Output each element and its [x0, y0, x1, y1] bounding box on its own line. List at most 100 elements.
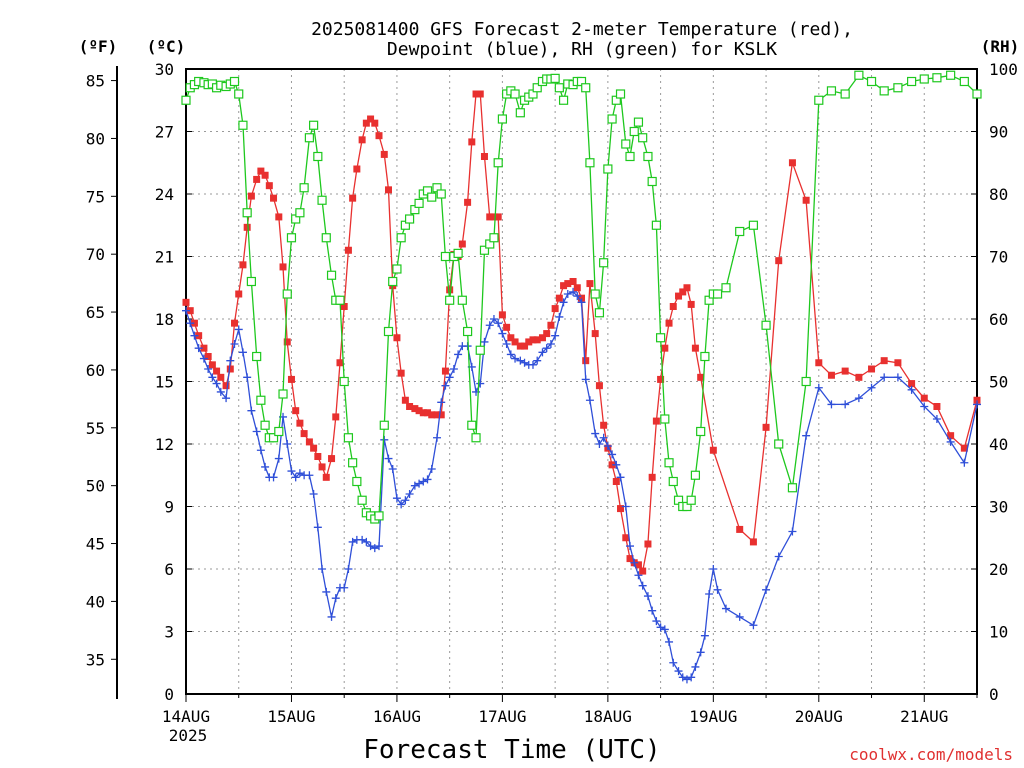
dewpoint-point [788, 527, 797, 536]
rh-point [893, 83, 903, 93]
rh-point [383, 326, 394, 337]
rh-point [550, 73, 560, 83]
dewpoint-point [616, 473, 625, 482]
dewpoint-point [437, 398, 446, 407]
rh-point [712, 289, 723, 299]
rh-point [854, 70, 864, 80]
temperature-point [894, 359, 902, 367]
rh-point [445, 295, 455, 305]
temperature-point [788, 159, 796, 167]
rh-point [959, 76, 969, 87]
temperature-point [960, 444, 968, 452]
series-dewpoint [182, 287, 981, 684]
series-line-temperature [185, 93, 978, 573]
rh-point [404, 214, 415, 224]
temperature-point [762, 423, 770, 431]
temperature-point [657, 375, 665, 383]
rh-tick-label: 90 [989, 123, 1008, 142]
dewpoint-point [569, 287, 578, 296]
dewpoint-point [880, 373, 889, 382]
dewpoint-point [380, 435, 389, 444]
dewpoint-point [630, 558, 639, 567]
temperature-point [300, 430, 308, 438]
temperature-point [468, 138, 476, 146]
temperature-point [424, 409, 432, 417]
dewpoint-point [441, 381, 450, 390]
temperature-point [406, 403, 414, 410]
rh-point [304, 133, 314, 143]
rh-point [252, 351, 262, 362]
temperature-point [617, 505, 625, 513]
rh-point [268, 433, 279, 443]
rh-point [643, 151, 653, 162]
temperature-point [287, 375, 295, 383]
rh-point [826, 86, 837, 96]
dewpoint-point [721, 604, 730, 613]
dewpoint-point [542, 344, 551, 353]
dewpoint-point [643, 592, 652, 601]
dewpoint-point [585, 396, 594, 405]
rh-point [396, 233, 406, 243]
temperature-point [182, 298, 190, 306]
rh-tick-label: 0 [989, 685, 999, 704]
dewpoint-point [709, 565, 718, 573]
celsius-tick-label: 3 [164, 623, 174, 642]
temperature-point [441, 367, 449, 375]
temperature-point [661, 344, 669, 352]
dewpoint-point [291, 473, 300, 482]
temperature-point [275, 213, 283, 221]
rh-point [457, 295, 467, 305]
temperature-point [393, 334, 401, 342]
rh-point [278, 389, 288, 399]
x-axis-label: Forecast Time (UTC) [363, 735, 660, 765]
temperature-point [200, 344, 208, 352]
temperature-point [868, 365, 876, 373]
temperature-point [749, 538, 757, 546]
temperature-point [652, 417, 660, 425]
celsius-tick-label: 27 [155, 123, 174, 142]
fahrenheit-unit-label: (ºF) [79, 37, 118, 56]
temperature-point [516, 342, 524, 350]
dewpoint-point [520, 358, 529, 367]
rh-tick-label: 70 [989, 248, 1008, 267]
temperature-point [253, 175, 261, 183]
rh-point [392, 264, 402, 274]
dewpoint-point [344, 565, 353, 573]
temperature-point [195, 332, 203, 340]
temperature-point [437, 411, 445, 419]
temperature-point [415, 407, 423, 415]
dewpoint-point [656, 623, 665, 632]
dewpoint-point [433, 433, 442, 442]
temperature-point [608, 461, 616, 469]
dewpoint-point [415, 479, 424, 488]
temperature-point [547, 321, 555, 329]
rh-point [440, 251, 451, 262]
temperature-point [697, 373, 705, 381]
temperature-point [665, 319, 673, 327]
rh-point [348, 458, 358, 468]
x-tick-label: 20AUG [795, 707, 843, 726]
temperature-point [802, 196, 810, 204]
fahrenheit-tick-label: 70 [86, 245, 105, 264]
credit-text: coolwx.com/models [849, 745, 1013, 764]
temperature-point [419, 409, 427, 417]
rh-point [621, 139, 631, 149]
dewpoint-point [696, 648, 705, 657]
temperature-point [401, 396, 409, 404]
dewpoint-point [243, 373, 252, 382]
temperature-point [622, 534, 630, 542]
temperature-point [521, 342, 529, 350]
x-tick-year: 2025 [169, 726, 208, 745]
temperature-point [384, 186, 392, 194]
dewpoint-point [362, 537, 371, 546]
temperature-point [458, 240, 466, 248]
dewpoint-point [247, 406, 256, 415]
rh-point [436, 189, 446, 199]
celsius-tick-label: 12 [155, 435, 174, 454]
dewpoint-point [563, 290, 572, 298]
dewpoint-point [366, 542, 375, 551]
temperature-point [582, 357, 590, 365]
dewpoint-point [595, 440, 604, 448]
dewpoint-point [533, 356, 542, 365]
dewpoint-point [283, 440, 292, 448]
